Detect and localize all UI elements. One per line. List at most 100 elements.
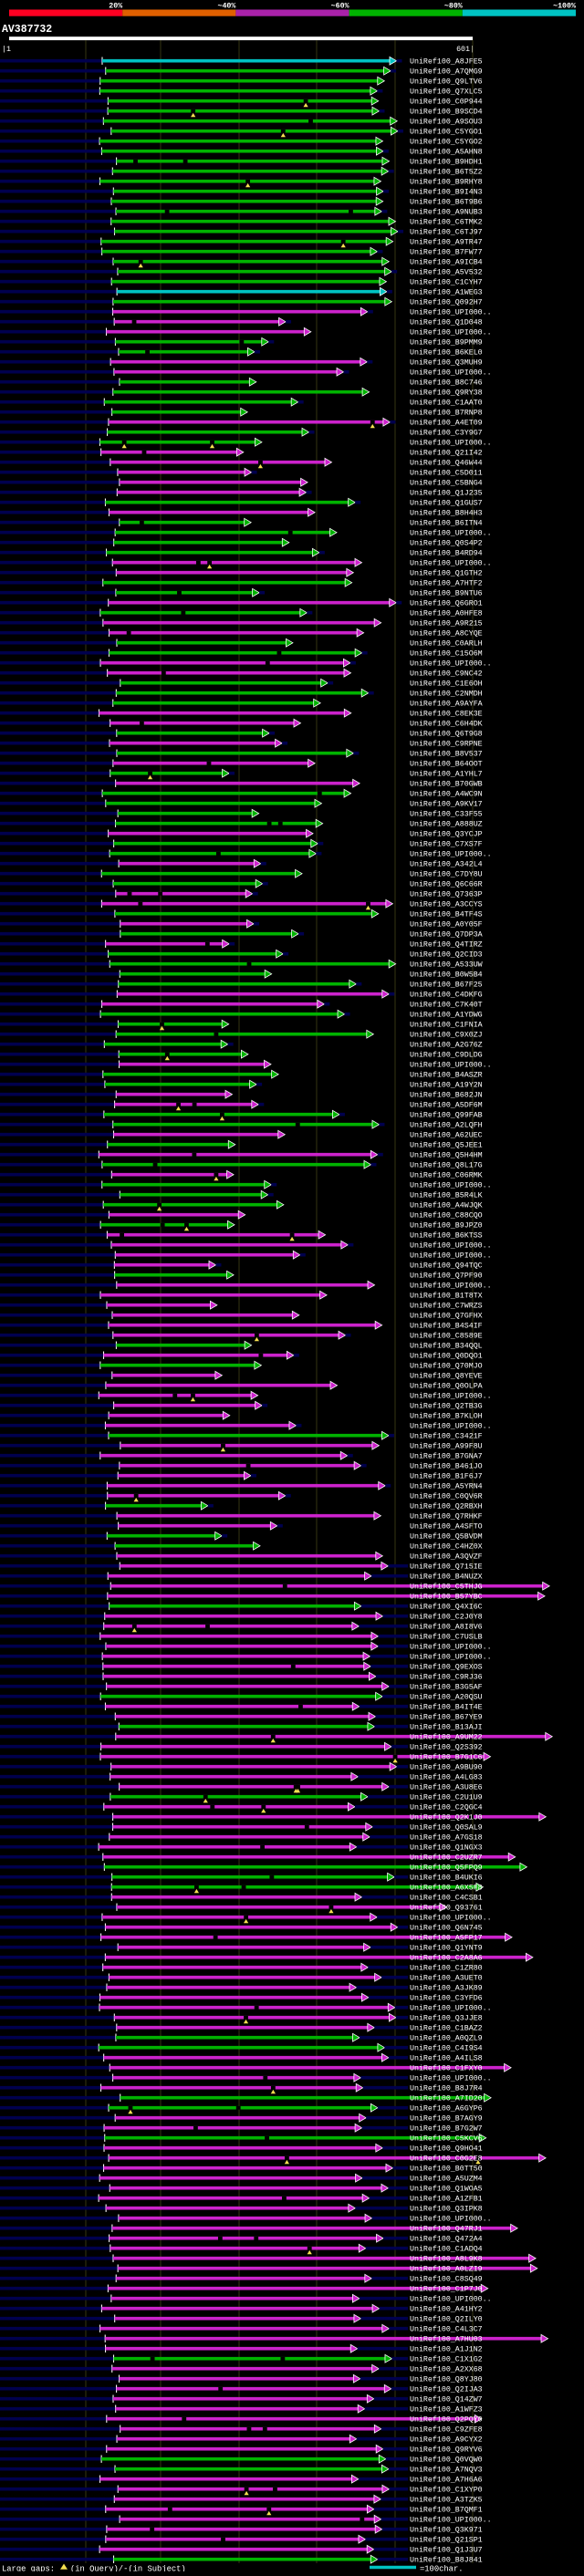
svg-text:UniRef100_C33F55: UniRef100_C33F55 xyxy=(410,810,483,819)
svg-text:UniRef100_B1F6J7: UniRef100_B1F6J7 xyxy=(410,1472,483,1481)
svg-text:UniRef100_C1AAT0: UniRef100_C1AAT0 xyxy=(410,399,483,408)
svg-text:UniRef100_C4L3C7: UniRef100_C4L3C7 xyxy=(410,2325,483,2334)
svg-text:UniRef100_B7RNP8: UniRef100_B7RNP8 xyxy=(410,409,483,418)
svg-text:UniRef100_C7DY8U: UniRef100_C7DY8U xyxy=(410,870,483,879)
svg-text:UniRef100_UPI000..: UniRef100_UPI000.. xyxy=(410,2516,492,2525)
svg-text:UniRef100_A7ID20: UniRef100_A7ID20 xyxy=(410,2094,483,2103)
svg-text:UniRef100_Q5H4HM: UniRef100_Q5H4HM xyxy=(410,1151,483,1160)
svg-text:UniRef100_Q7GFHX: UniRef100_Q7GFHX xyxy=(410,1312,483,1321)
svg-text:UniRef100_A6GYP6: UniRef100_A6GYP6 xyxy=(410,2104,483,2114)
svg-text:UniRef100_A1J1N2: UniRef100_A1J1N2 xyxy=(410,2345,483,2354)
svg-text:UniRef100_Q8L17G: UniRef100_Q8L17G xyxy=(410,1161,483,1170)
svg-text:UniRef100_C7WRZS: UniRef100_C7WRZS xyxy=(410,1302,483,1311)
svg-text:UniRef100_UPI000..: UniRef100_UPI000.. xyxy=(410,1282,492,1291)
svg-text:UniRef100_A99F8U: UniRef100_A99F8U xyxy=(410,1442,483,1451)
svg-text:UniRef100_Q2TB3G: UniRef100_Q2TB3G xyxy=(410,1402,483,1411)
svg-text:UniRef100_A9TR47: UniRef100_A9TR47 xyxy=(410,238,483,247)
svg-text:UniRef100_C5THJG: UniRef100_C5THJG xyxy=(410,1583,483,1592)
svg-text:UniRef100_B9RHY8: UniRef100_B9RHY8 xyxy=(410,178,483,187)
svg-text:UniRef100_A5AHN8: UniRef100_A5AHN8 xyxy=(410,148,483,157)
svg-text:UniRef100_Q3JJE8: UniRef100_Q3JJE8 xyxy=(410,2014,483,2023)
svg-text:UniRef100_Q93761: UniRef100_Q93761 xyxy=(410,1904,483,1913)
svg-text:UniRef100_C9NC42: UniRef100_C9NC42 xyxy=(410,670,483,679)
svg-text:UniRef100_B4UKI6: UniRef100_B4UKI6 xyxy=(410,1874,483,1883)
svg-text:UniRef100_Q94TQC: UniRef100_Q94TQC xyxy=(410,1262,483,1271)
svg-text:UniRef100_C0ARLH: UniRef100_C0ARLH xyxy=(410,639,483,649)
svg-text:UniRef100_C5YGO1: UniRef100_C5YGO1 xyxy=(410,128,483,137)
svg-text:UniRef100_A7H6A6: UniRef100_A7H6A6 xyxy=(410,2476,483,2485)
svg-text:UniRef100_UPI000..: UniRef100_UPI000.. xyxy=(410,1181,492,1190)
svg-text:UniRef100_C3Y9G7: UniRef100_C3Y9G7 xyxy=(410,429,483,438)
svg-text:UniRef100_A4ILS8: UniRef100_A4ILS8 xyxy=(410,2054,483,2063)
svg-text:UniRef100_Q47RJ1: UniRef100_Q47RJ1 xyxy=(410,2225,483,2234)
svg-text:UniRef100_Q1GTH2: UniRef100_Q1GTH2 xyxy=(410,569,483,578)
svg-text:UniRef100_UPI000..: UniRef100_UPI000.. xyxy=(410,529,492,538)
svg-text:UniRef100_A7QMG9: UniRef100_A7QMG9 xyxy=(410,68,483,77)
svg-text:UniRef100_C8SQ49: UniRef100_C8SQ49 xyxy=(410,2275,483,2284)
svg-text:UniRef100_Q2RBXH: UniRef100_Q2RBXH xyxy=(410,1502,483,1511)
svg-text:UniRef100_B57YBC: UniRef100_B57YBC xyxy=(410,1593,483,1602)
svg-text:UniRef100_B67F25: UniRef100_B67F25 xyxy=(410,981,483,990)
svg-text:UniRef100_C0G2E8: UniRef100_C0G2E8 xyxy=(410,2155,483,2164)
svg-text:UniRef100_A2G76Z: UniRef100_A2G76Z xyxy=(410,1041,483,1050)
svg-text:UniRef100_C1BAZ2: UniRef100_C1BAZ2 xyxy=(410,2024,483,2033)
svg-text:UniRef100_Q0SAL9: UniRef100_Q0SAL9 xyxy=(410,1823,483,1833)
svg-text:UniRef100_Q0VQW0: UniRef100_Q0VQW0 xyxy=(410,2456,483,2465)
svg-text:=100char.: =100char. xyxy=(420,2565,464,2572)
svg-text:UniRef100_Q0DQO1: UniRef100_Q0DQO1 xyxy=(410,1352,483,1361)
svg-text:UniRef100_B67YE9: UniRef100_B67YE9 xyxy=(410,1713,483,1722)
svg-text:UniRef100_A888UZ: UniRef100_A888UZ xyxy=(410,820,483,829)
svg-text:UniRef100_C6TMK2: UniRef100_C6TMK2 xyxy=(410,218,483,227)
svg-text:UniRef100_C5BNG4: UniRef100_C5BNG4 xyxy=(410,479,483,488)
svg-text:UniRef100_A9R215: UniRef100_A9R215 xyxy=(410,619,483,628)
svg-text:UniRef100_UPI000..: UniRef100_UPI000.. xyxy=(410,1653,492,1662)
svg-text:UniRef100_B5R4LK: UniRef100_B5R4LK xyxy=(410,1191,483,1200)
svg-text:UniRef100_B7AGY9: UniRef100_B7AGY9 xyxy=(410,2114,483,2124)
svg-text:UniRef100_C1FXY0: UniRef100_C1FXY0 xyxy=(410,2064,483,2073)
svg-text:UniRef100_C1FNIA: UniRef100_C1FNIA xyxy=(410,1021,483,1030)
svg-text:UniRef100_Q8YJ80: UniRef100_Q8YJ80 xyxy=(410,2375,483,2384)
svg-text:UniRef100_A3JK89: UniRef100_A3JK89 xyxy=(410,1984,483,1993)
svg-text:UniRef100_B6T9B6: UniRef100_B6T9B6 xyxy=(410,198,483,207)
svg-text:UniRef100_A9NUB3: UniRef100_A9NUB3 xyxy=(410,208,483,217)
svg-text:UniRef100_C2UZR7: UniRef100_C2UZR7 xyxy=(410,1854,483,1863)
svg-text:UniRef100_A7GS18: UniRef100_A7GS18 xyxy=(410,1833,483,1843)
svg-text:UniRef100_Q6T9G8: UniRef100_Q6T9G8 xyxy=(410,730,483,739)
svg-text:UniRef100_B9HDH1: UniRef100_B9HDH1 xyxy=(410,158,483,167)
svg-text:AV387732: AV387732 xyxy=(2,24,52,36)
svg-text:UniRef100_A5UZM4: UniRef100_A5UZM4 xyxy=(410,2175,483,2184)
svg-text:UniRef100_UPI000..: UniRef100_UPI000.. xyxy=(410,559,492,568)
svg-text:UniRef100_Q8YEVE: UniRef100_Q8YEVE xyxy=(410,1372,483,1381)
svg-text:UniRef100_C8589E: UniRef100_C8589E xyxy=(410,1332,483,1341)
svg-text:UniRef100_UPI000..: UniRef100_UPI000.. xyxy=(410,1392,492,1401)
svg-text:UniRef100_B13AJI: UniRef100_B13AJI xyxy=(410,1723,483,1732)
svg-text:UniRef100_A1ZFB1: UniRef100_A1ZFB1 xyxy=(410,2195,483,2204)
svg-text:UniRef100_A4WJQK: UniRef100_A4WJQK xyxy=(410,1201,483,1210)
svg-text:UniRef100_Q1J3U7: UniRef100_Q1J3U7 xyxy=(410,2546,483,2555)
svg-text:UniRef100_A8L9K8: UniRef100_A8L9K8 xyxy=(410,2255,483,2264)
svg-text:UniRef100_B3G5AF: UniRef100_B3G5AF xyxy=(410,1683,483,1692)
svg-text:UniRef100_A9ICB4: UniRef100_A9ICB4 xyxy=(410,258,483,267)
svg-text:UniRef100_A533UW: UniRef100_A533UW xyxy=(410,961,483,970)
svg-text:UniRef100_UPI000..: UniRef100_UPI000.. xyxy=(410,439,492,448)
svg-text:UniRef100_A9BU90: UniRef100_A9BU90 xyxy=(410,1763,483,1772)
svg-text:~40%: ~40% xyxy=(217,3,235,11)
svg-text:UniRef100_B682JN: UniRef100_B682JN xyxy=(410,1091,483,1100)
svg-text:UniRef100_B9I4N3: UniRef100_B9I4N3 xyxy=(410,188,483,197)
svg-text:UniRef100_UPI000..: UniRef100_UPI000.. xyxy=(410,1252,492,1261)
svg-text:UniRef100_B7KLOH: UniRef100_B7KLOH xyxy=(410,1412,483,1421)
svg-text:UniRef100_Q472A4: UniRef100_Q472A4 xyxy=(410,2235,483,2244)
svg-text:UniRef100_A0QZL9: UniRef100_A0QZL9 xyxy=(410,2034,483,2043)
svg-text:UniRef100_A3UET0: UniRef100_A3UET0 xyxy=(410,1974,483,1983)
svg-text:UniRef100_A1WFZ3: UniRef100_A1WFZ3 xyxy=(410,2405,483,2415)
svg-text:UniRef100_A7HU03: UniRef100_A7HU03 xyxy=(410,2335,483,2344)
svg-text:UniRef100_A3QVZF: UniRef100_A3QVZF xyxy=(410,1553,483,1562)
svg-text:UniRef100_Q2S392: UniRef100_Q2S392 xyxy=(410,1743,483,1752)
svg-text:UniRef100_A62UEC: UniRef100_A62UEC xyxy=(410,1131,483,1140)
svg-text:UniRef100_C5D011: UniRef100_C5D011 xyxy=(410,469,483,478)
svg-text:UniRef100_Q9EXOS: UniRef100_Q9EXOS xyxy=(410,1663,483,1672)
svg-text:UniRef100_Q9LTV6: UniRef100_Q9LTV6 xyxy=(410,78,483,87)
svg-text:UniRef100_Q4XI6C: UniRef100_Q4XI6C xyxy=(410,1603,483,1612)
svg-text:UniRef100_B8H4H3: UniRef100_B8H4H3 xyxy=(410,509,483,518)
svg-text:UniRef100_A9CYX2: UniRef100_A9CYX2 xyxy=(410,2436,483,2445)
